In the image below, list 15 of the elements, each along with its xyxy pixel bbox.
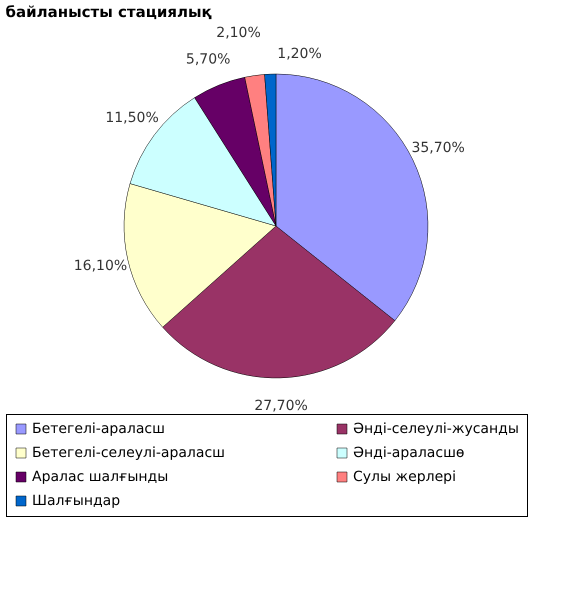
- legend-label: Аралас шалғынды: [32, 469, 168, 485]
- data-label: 5,70%: [186, 51, 230, 68]
- legend-label: Сулы жерлері: [353, 469, 456, 485]
- legend-label: Әнді-селеулі-жусанды: [353, 421, 519, 437]
- data-label: 35,70%: [411, 140, 465, 156]
- legend-label: Әнді-араласшө: [353, 445, 464, 461]
- legend-label: Шалғындар: [32, 493, 120, 509]
- chart-title: байланысты стациялық: [6, 3, 212, 22]
- data-label: 27,70%: [254, 398, 308, 414]
- data-label: 11,50%: [105, 110, 159, 126]
- data-label: 1,20%: [277, 46, 322, 62]
- legend-label: Бетегелі-араласш: [32, 421, 165, 437]
- data-label: 2,10%: [216, 24, 261, 41]
- legend-label: Бетегелі-селеулі-араласш: [32, 445, 225, 461]
- data-label: 16,10%: [74, 258, 128, 274]
